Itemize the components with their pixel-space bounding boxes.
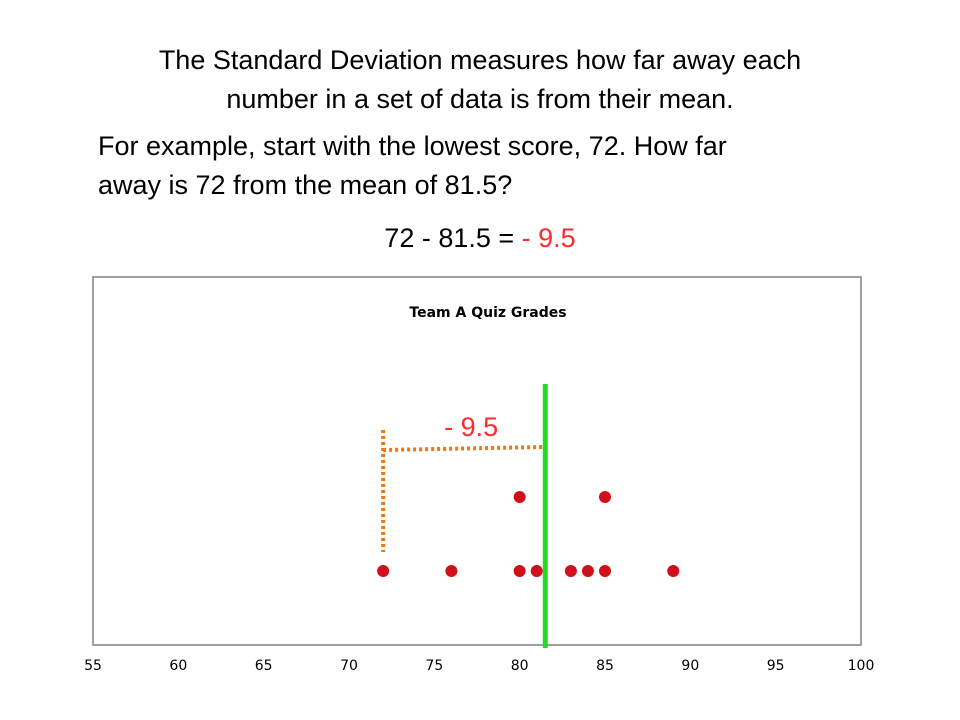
x-tick-label: 70 <box>340 658 358 674</box>
x-tick-label: 80 <box>511 658 529 674</box>
x-tick-label: 75 <box>425 658 443 674</box>
x-axis-ticks: 55 60 65 70 75 80 85 90 95 100 <box>84 658 874 674</box>
data-point <box>513 565 526 577</box>
deviation-label: - 9.5 <box>444 412 498 442</box>
deviation-bracket <box>381 430 546 552</box>
example-line-1: For example, start with the lowest score… <box>98 131 727 161</box>
data-point <box>445 565 458 577</box>
data-point <box>530 565 543 577</box>
x-tick-label: 95 <box>767 658 785 674</box>
data-point <box>513 491 526 503</box>
x-tick-label: 55 <box>84 658 102 674</box>
intro-line-2: number in a set of data is from their me… <box>226 84 734 114</box>
x-tick-label: 60 <box>169 658 187 674</box>
data-point <box>377 565 390 577</box>
data-point <box>599 565 611 577</box>
data-point <box>599 491 611 503</box>
data-point <box>667 565 680 577</box>
data-point <box>581 565 594 577</box>
x-tick-label: 90 <box>681 658 699 674</box>
x-tick-label: 65 <box>255 658 273 674</box>
chart-title: Team A Quiz Grades <box>409 305 566 321</box>
x-tick-label: 100 <box>848 658 875 674</box>
intro-line-1: The Standard Deviation measures how far … <box>158 45 802 75</box>
x-tick-label: 85 <box>596 658 614 674</box>
equation: 72 - 81.5 = - 9.5 <box>0 220 960 256</box>
equation-lhs: 72 - 81.5 = <box>384 223 522 253</box>
equation-result: - 9.5 <box>521 223 576 253</box>
example-line-2: away is 72 from the mean of 81.5? <box>98 170 513 200</box>
chart-frame <box>92 276 862 646</box>
data-points <box>377 491 680 577</box>
data-point <box>564 565 577 577</box>
deviation-bracket-horizontal <box>383 445 546 452</box>
